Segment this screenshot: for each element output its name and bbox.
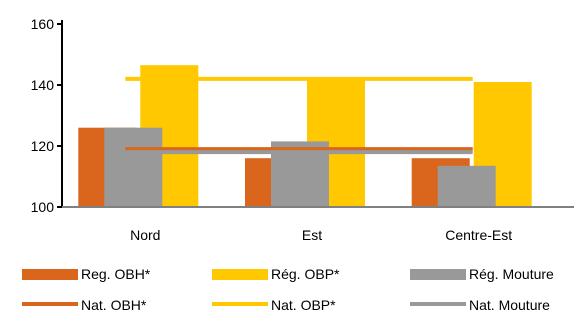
legend-label-reg-obp: Rég. OBP* <box>271 266 340 282</box>
legend-label-reg-mouture: Rég. Mouture <box>469 266 554 282</box>
legend-swatch-reg-obp <box>212 269 268 280</box>
legend-label-nat-obp: Nat. OBP* <box>271 297 336 313</box>
y-tick-label-120: 120 <box>31 138 55 154</box>
national-lines-layer <box>125 76 473 155</box>
bar-reg-mouture-nord <box>104 127 163 207</box>
y-tick-label-140: 140 <box>31 77 55 93</box>
y-tick-label-160: 160 <box>31 16 55 32</box>
legend-swatch-reg-obh <box>22 269 78 280</box>
axes-layer: 100 120 140 160 Nord Est Centre-Est <box>31 16 574 243</box>
x-tick-label-nord: Nord <box>130 227 160 243</box>
legend-label-reg-obh: Reg. OBH* <box>81 266 151 282</box>
x-tick-label-est: Est <box>302 227 322 243</box>
legend-label-nat-mouture: Nat. Mouture <box>469 297 550 313</box>
bars-layer <box>78 65 532 208</box>
y-tick-label-100: 100 <box>31 199 55 215</box>
legend-label-nat-obh: Nat. OBH* <box>81 297 147 313</box>
x-tick-label-centre-est: Centre-Est <box>445 227 512 243</box>
bar-reg-mouture-centre-est <box>437 165 496 207</box>
legend: Reg. OBH* Rég. OBP* Rég. Mouture Nat. OBH* N… <box>22 266 554 313</box>
legend-swatch-reg-mouture <box>410 269 466 280</box>
